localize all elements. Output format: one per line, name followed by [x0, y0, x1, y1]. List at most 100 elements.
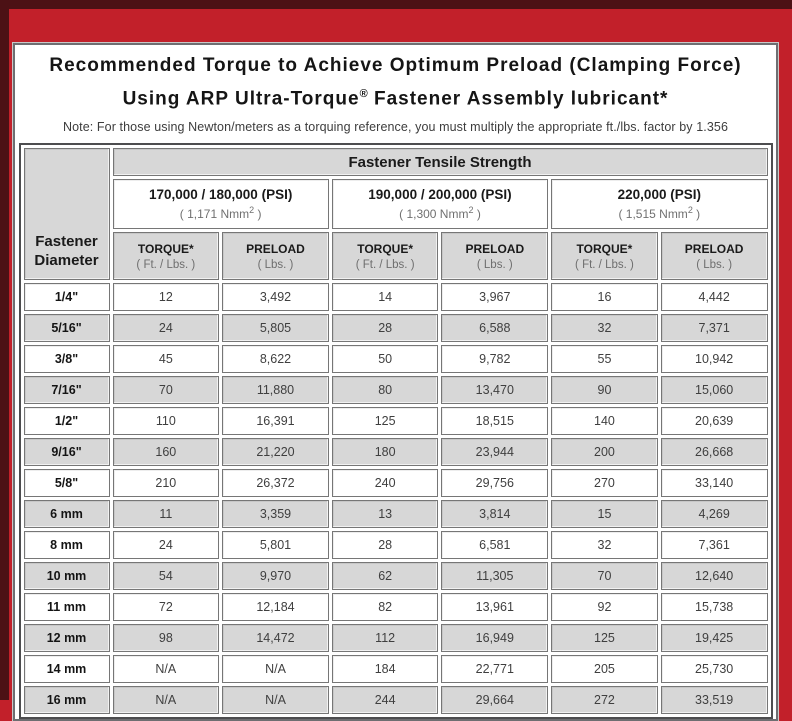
table-cell: 92 — [551, 593, 658, 622]
table-cell: 240 — [331, 469, 439, 498]
table-row: 3/8" 45 8,622 50 9,782 55 10,942 — [23, 345, 768, 374]
table-cell: 3,967 — [441, 283, 549, 312]
table-cell: 33,519 — [660, 686, 768, 715]
table-cell: N/A — [112, 686, 220, 715]
table-cell: 13 — [331, 500, 439, 529]
table-cell: 98 — [112, 624, 220, 653]
row-diameter: 5/8" — [23, 469, 110, 498]
registered-trademark-symbol: ® — [359, 88, 368, 100]
table-cell: N/A — [112, 655, 220, 684]
row-diameter: 3/8" — [23, 345, 110, 374]
table-cell: 16 — [551, 283, 658, 312]
table-cell: 29,756 — [441, 469, 549, 498]
table-cell: 13,470 — [441, 376, 549, 405]
table-cell: 7,361 — [660, 531, 768, 560]
table-cell: 14 — [331, 283, 439, 312]
table-cell: 32 — [551, 531, 658, 560]
table-cell: 5,801 — [222, 531, 329, 560]
table-cell: 11,880 — [222, 376, 329, 405]
table-cell: 25,730 — [660, 655, 768, 684]
table-row: 5/16" 24 5,805 28 6,588 32 7,371 — [23, 314, 768, 343]
nmm-label: ( 1,171 Nmm2 ) — [179, 205, 262, 222]
torque-spec-table: Fastener Diameter Fastener Tensile Stren… — [18, 143, 773, 720]
page-title-line1: Recommended Torque to Achieve Optimum Pr… — [49, 55, 742, 76]
nmm-label: ( 1,515 Nmm2 ) — [618, 205, 701, 222]
psi-label: 190,000 / 200,000 (PSI) — [368, 187, 512, 203]
table-cell: 15,738 — [660, 593, 768, 622]
strength-header-170-180: 170,000 / 180,000 (PSI) ( 1,171 Nmm2 ) — [112, 179, 329, 230]
table-row: 12 mm 98 14,472 112 16,949 125 19,425 — [23, 624, 768, 653]
table-cell: 3,359 — [222, 500, 329, 529]
table-cell: 23,944 — [441, 438, 549, 467]
table-row: 1/2" 110 16,391 125 18,515 140 20,639 — [23, 407, 768, 436]
table-cell: 32 — [551, 314, 658, 343]
psi-label: 170,000 / 180,000 (PSI) — [148, 187, 293, 203]
table-cell: 33,140 — [660, 469, 768, 498]
strength-header-190-200: 190,000 / 200,000 (PSI) ( 1,300 Nmm2 ) — [331, 179, 549, 230]
table-cell: 26,372 — [222, 469, 329, 498]
table-cell: 24 — [112, 314, 220, 343]
table-cell: 12 — [112, 283, 220, 312]
table-cell: N/A — [222, 686, 329, 715]
preload-header-1: PRELOAD ( Lbs. ) — [222, 232, 329, 281]
preload-header-2: PRELOAD ( Lbs. ) — [441, 232, 549, 281]
table-cell: 140 — [551, 407, 658, 436]
table-cell: 82 — [331, 593, 439, 622]
table-cell: 24 — [112, 531, 220, 560]
table-cell: 160 — [112, 438, 220, 467]
strength-header-220: 220,000 (PSI) ( 1,515 Nmm2 ) — [551, 179, 768, 230]
row-diameter: 1/4" — [23, 283, 110, 312]
table-cell: 15,060 — [660, 376, 768, 405]
table-cell: 6,581 — [441, 531, 549, 560]
table-cell: 12,640 — [660, 562, 768, 591]
sub-header-row: TORQUE* ( Ft. / Lbs. ) PRELOAD ( Lbs. ) … — [24, 232, 768, 281]
row-diameter: 12 mm — [23, 624, 110, 653]
table-cell: 244 — [331, 686, 439, 715]
table-cell: 13,961 — [441, 593, 549, 622]
table-cell: 3,814 — [441, 500, 549, 529]
table-cell: 50 — [331, 345, 439, 374]
table-cell: 16,391 — [222, 407, 329, 436]
table-row: 8 mm 24 5,801 28 6,581 32 7,361 — [23, 531, 768, 560]
torque-header-3: TORQUE* ( Ft. / Lbs. ) — [551, 232, 658, 281]
table-row: 14 mm N/A N/A 184 22,771 205 25,730 — [23, 655, 768, 684]
table-cell: 7,371 — [660, 314, 768, 343]
psi-label: 220,000 (PSI) — [617, 187, 701, 203]
page-title-line2: Using ARP Ultra-Torque® Fastener Assembl… — [122, 88, 669, 110]
table-cell: 62 — [331, 562, 439, 591]
table-cell: 180 — [331, 438, 439, 467]
table-cell: 200 — [551, 438, 658, 467]
row-diameter: 8 mm — [23, 531, 110, 560]
table-cell: 270 — [551, 469, 658, 498]
table-cell: 29,664 — [441, 686, 549, 715]
table-cell: N/A — [222, 655, 329, 684]
table-row: 11 mm 72 12,184 82 13,961 92 15,738 — [23, 593, 768, 622]
table-cell: 3,492 — [222, 283, 329, 312]
table-row: 16 mm N/A N/A 244 29,664 272 33,519 — [23, 686, 768, 715]
table-cell: 28 — [331, 314, 439, 343]
table-cell: 14,472 — [222, 624, 329, 653]
table-row: 6 mm 11 3,359 13 3,814 15 4,269 — [23, 500, 768, 529]
row-diameter: 5/16" — [23, 314, 110, 343]
torque-header-1: TORQUE* ( Ft. / Lbs. ) — [112, 232, 220, 281]
table-cell: 55 — [551, 345, 658, 374]
group-header-fastener-tensile-strength: Fastener Tensile Strength — [112, 148, 768, 177]
table-cell: 70 — [551, 562, 658, 591]
table-cell: 16,949 — [441, 624, 549, 653]
table-cell: 184 — [331, 655, 439, 684]
row-diameter: 1/2" — [23, 407, 110, 436]
table-cell: 26,668 — [660, 438, 768, 467]
frame-left-strip — [0, 0, 9, 700]
table-row: 10 mm 54 9,970 62 11,305 70 12,640 — [23, 562, 768, 591]
row-diameter: 16 mm — [23, 686, 110, 715]
nmm-label: ( 1,300 Nmm2 ) — [399, 205, 481, 222]
conversion-note: Note: For those using Newton/meters as a… — [62, 120, 728, 135]
document-panel: Recommended Torque to Achieve Optimum Pr… — [13, 43, 778, 721]
table-cell: 22,771 — [441, 655, 549, 684]
table-cell: 4,442 — [660, 283, 768, 312]
group-header-row: Fastener Diameter Fastener Tensile Stren… — [23, 148, 768, 281]
table-cell: 90 — [551, 376, 658, 405]
table-cell: 6,588 — [441, 314, 549, 343]
table-row: 9/16" 160 21,220 180 23,944 200 26,668 — [23, 438, 768, 467]
row-diameter: 6 mm — [23, 500, 110, 529]
